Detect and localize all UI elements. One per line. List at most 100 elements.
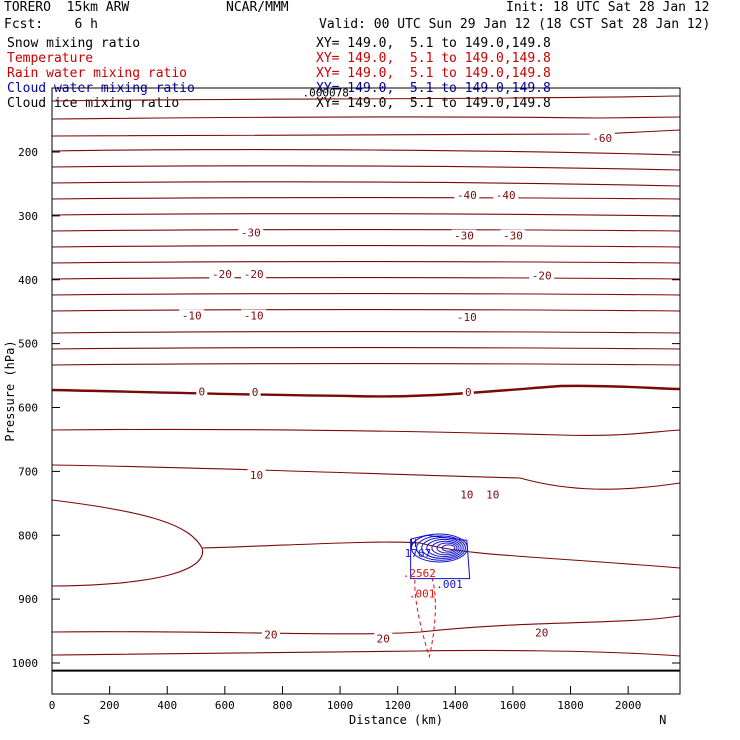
y-tick-label: 700 xyxy=(18,465,38,478)
legend-label-temperature: Temperature xyxy=(7,51,94,66)
isotherm-label-bg xyxy=(261,628,280,641)
isotherm-label-bg xyxy=(241,309,267,322)
legend-xy-cloud-ice: XY= 149.0, 5.1 to 149.0,149.8 xyxy=(316,96,551,111)
isotherm-line xyxy=(51,292,681,296)
x-tick-label: 200 xyxy=(100,699,120,712)
isotherm-label: -40 xyxy=(496,189,516,202)
valid-time: Valid: 00 UTC Sun 29 Jan 12 (18 CST Sat … xyxy=(319,17,711,32)
isotherm-line xyxy=(51,116,681,120)
snow-label: .000078 xyxy=(302,87,348,100)
isotherm-line xyxy=(51,129,681,137)
init-time: Init: 18 UTC Sat 28 Jan 12 xyxy=(506,0,710,15)
y-tick-label: 500 xyxy=(18,338,38,351)
isotherm-label-bg xyxy=(589,131,615,144)
isotherm-line xyxy=(51,149,681,156)
isotherm-label: -10 xyxy=(182,310,202,323)
isotherm-label-bg xyxy=(209,268,235,281)
isotherm-label-bg xyxy=(196,385,208,398)
isotherm-label: -40 xyxy=(457,189,477,202)
isotherm-line xyxy=(51,464,681,490)
isotherm-label: -30 xyxy=(241,226,261,239)
isotherm-label: 0 xyxy=(252,386,259,399)
isotherm-label: -10 xyxy=(244,310,264,323)
isotherm-label: 0 xyxy=(198,386,205,399)
y-axis-title: Pressure (hPa) xyxy=(3,340,17,441)
x-tick-label: 0 xyxy=(49,699,56,712)
isotherm-label-bg xyxy=(238,226,264,239)
legend-label-snow: Snow mixing ratio xyxy=(7,36,141,51)
isotherm-label: -20 xyxy=(532,269,552,282)
x-tick-label: 1400 xyxy=(442,699,469,712)
isotherm-line xyxy=(51,362,681,366)
cloud-water-outline xyxy=(410,534,471,580)
x-tick-label: 400 xyxy=(157,699,177,712)
y-tick-label: 900 xyxy=(18,593,38,606)
rain-label: .001 xyxy=(409,587,436,600)
legend-label-rain: Rain water mixing ratio xyxy=(7,66,188,81)
legend-xy-temperature: XY= 149.0, 5.1 to 149.0,149.8 xyxy=(316,51,551,66)
isotherm-line xyxy=(51,228,681,232)
x-tick-label: 600 xyxy=(215,699,235,712)
isotherm-line xyxy=(51,213,681,217)
cloud-water-contour xyxy=(426,538,462,558)
isotherm-label: 10 xyxy=(486,488,499,501)
isotherm-label-bg xyxy=(462,386,474,399)
cloud-water-contour xyxy=(416,535,466,561)
legend-xy-snow: XY= 149.0, 5.1 to 149.0,149.8 xyxy=(316,36,551,51)
isotherm-label: 20 xyxy=(377,633,390,646)
cloud-water-contour xyxy=(431,540,460,556)
y-tick-label: 200 xyxy=(18,146,38,159)
rain-contour xyxy=(414,578,436,659)
x-tick-label: 2000 xyxy=(615,699,642,712)
isotherm-label-bg xyxy=(500,229,526,242)
isotherm-line xyxy=(201,541,681,569)
isotherm-label-bg xyxy=(247,469,266,482)
isotherm-label-bg xyxy=(483,488,502,501)
isotherm-label: -10 xyxy=(457,311,477,324)
isotherm-label-bg xyxy=(241,268,267,281)
isotherm-line xyxy=(51,276,681,280)
forecast-hour: Fcst: 6 h xyxy=(4,17,98,32)
isotherm-label: 20 xyxy=(264,628,277,641)
x-axis-title: Distance (km) xyxy=(349,713,443,727)
cloud-water-contour xyxy=(441,544,456,552)
north-end-label: N xyxy=(659,713,666,727)
x-tick-label: 1800 xyxy=(557,699,584,712)
cloud-water-label: 1767 xyxy=(405,547,432,560)
x-tick-label: 800 xyxy=(273,699,293,712)
isotherm-label: -60 xyxy=(592,132,612,145)
rain-label: .2562 xyxy=(403,567,436,580)
model-name: TORERO 15km ARW xyxy=(4,0,130,15)
y-tick-label: 600 xyxy=(18,402,38,415)
isotherm-line xyxy=(51,428,681,437)
isotherm-label: 20 xyxy=(535,626,548,639)
x-tick-label: 1000 xyxy=(327,699,354,712)
cloud-water-label: H xyxy=(410,537,417,550)
isotherm-line xyxy=(51,649,681,657)
isotherm-line xyxy=(51,165,681,171)
y-tick-label: 1000 xyxy=(12,657,39,670)
isotherm-line xyxy=(51,308,681,312)
y-tick-label: 300 xyxy=(18,210,38,223)
cloud-water-contour xyxy=(436,542,458,554)
isotherm-label-bg xyxy=(529,269,555,282)
cloud-water-label: .001 xyxy=(436,578,463,591)
isotherm-label-bg xyxy=(451,229,477,242)
south-end-label: S xyxy=(83,713,90,727)
isotherm-line xyxy=(51,196,681,200)
isotherm-label-bg xyxy=(493,188,519,201)
legend-xy-rain: XY= 149.0, 5.1 to 149.0,149.8 xyxy=(316,66,551,81)
isotherm-line xyxy=(51,615,681,635)
isotherm-line xyxy=(51,346,681,350)
isotherm-label: -20 xyxy=(212,268,232,281)
isotherm-label: 10 xyxy=(250,469,263,482)
isotherm-label: -30 xyxy=(454,230,474,243)
isotherm-label: 0 xyxy=(465,386,472,399)
isotherm-label: -30 xyxy=(503,230,523,243)
isotherm-label-bg xyxy=(179,309,205,322)
isotherm-label-bg xyxy=(454,310,480,323)
isotherm-line xyxy=(51,499,204,587)
isotherm-label: 10 xyxy=(460,488,473,501)
plot-frame xyxy=(51,87,681,695)
